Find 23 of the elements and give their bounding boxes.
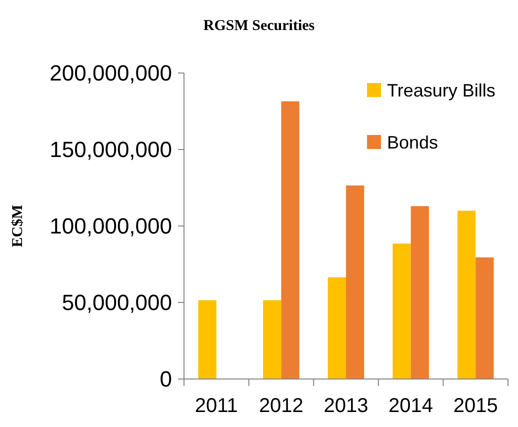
x-tick-label: 2012 bbox=[258, 395, 304, 417]
x-tick-label: 2014 bbox=[388, 395, 434, 417]
x-tick-label: 2011 bbox=[194, 395, 238, 417]
x-tick-label: 2015 bbox=[453, 395, 498, 417]
bar bbox=[281, 101, 300, 379]
y-tick-label: 0 bbox=[160, 366, 172, 392]
bar bbox=[410, 206, 429, 379]
chart-title: RGSM Securities bbox=[203, 18, 315, 34]
bar bbox=[392, 244, 411, 379]
legend-label: Treasury Bills bbox=[387, 80, 496, 100]
bar bbox=[346, 185, 364, 379]
bar bbox=[328, 277, 346, 379]
bar bbox=[476, 257, 494, 379]
y-axis-title: EC$M bbox=[10, 204, 26, 248]
y-tick-label: 100,000,000 bbox=[50, 214, 172, 239]
y-tick-label: 50,000,000 bbox=[62, 290, 172, 316]
y-tick-label: 200,000,000 bbox=[50, 60, 172, 86]
bar bbox=[263, 300, 282, 379]
y-tick-label: 150,000,000 bbox=[50, 137, 172, 162]
bar bbox=[457, 210, 476, 379]
legend-label: Bonds bbox=[387, 132, 438, 152]
x-tick-label: 2013 bbox=[324, 395, 368, 417]
bar bbox=[198, 300, 216, 379]
